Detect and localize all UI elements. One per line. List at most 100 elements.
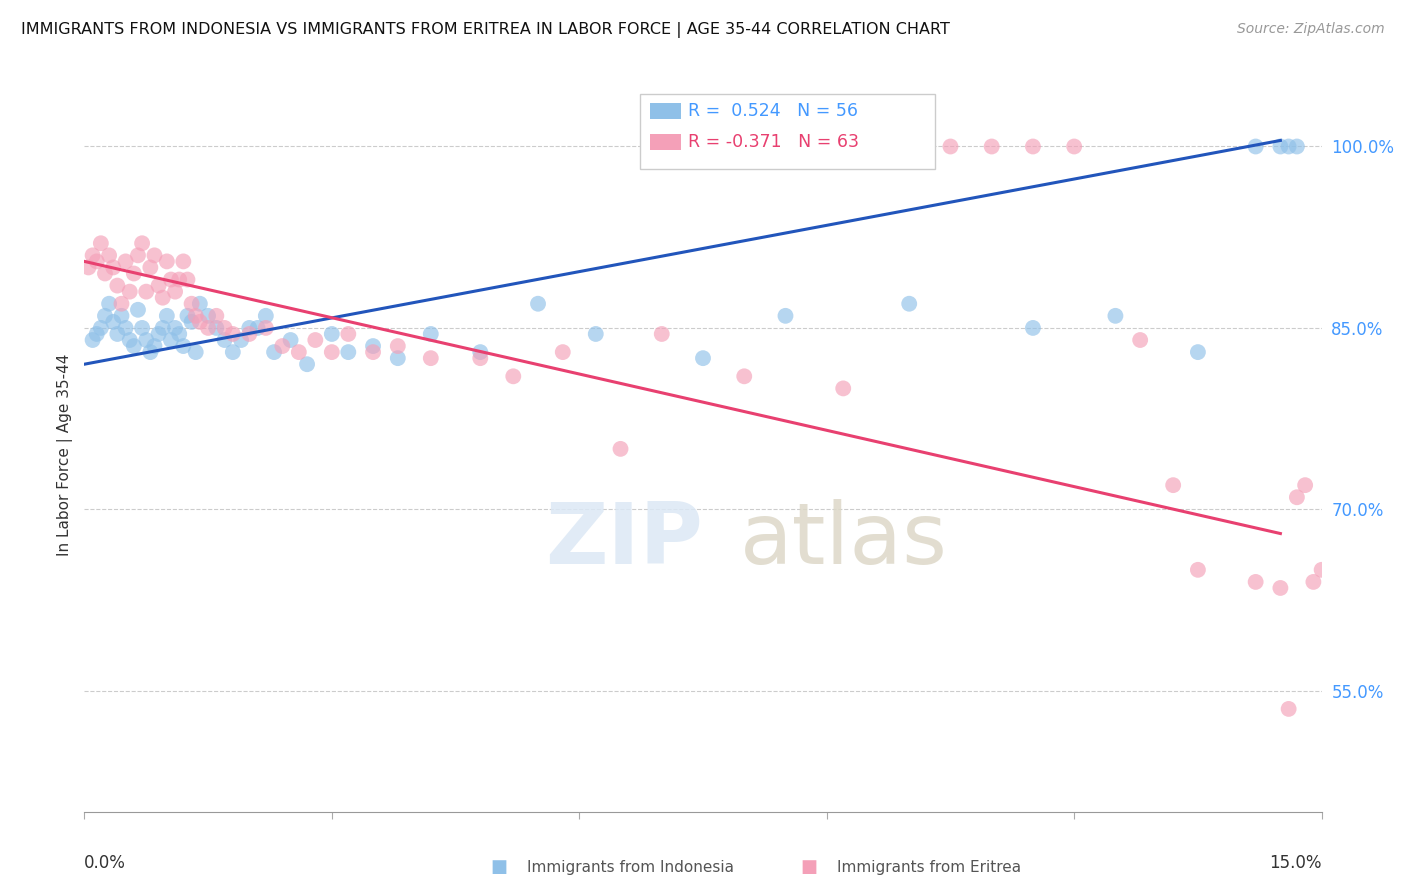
Text: 0.0%: 0.0% xyxy=(84,854,127,872)
Point xyxy=(337,326,360,341)
Point xyxy=(470,351,492,366)
Text: ■: ■ xyxy=(800,858,817,876)
Point xyxy=(188,297,211,311)
Point xyxy=(205,309,228,323)
Point xyxy=(90,236,112,251)
Point xyxy=(180,315,202,329)
Point xyxy=(156,309,179,323)
Point xyxy=(176,272,198,286)
Point xyxy=(127,248,149,262)
Point xyxy=(1244,574,1267,589)
Point xyxy=(127,302,149,317)
Point xyxy=(135,333,157,347)
Point xyxy=(214,333,236,347)
Point xyxy=(1161,478,1184,492)
Point xyxy=(651,326,673,341)
Point xyxy=(419,326,441,341)
Point xyxy=(939,139,962,153)
Point xyxy=(103,260,125,275)
Point xyxy=(139,345,162,359)
Point xyxy=(197,321,219,335)
Point xyxy=(1302,574,1324,589)
Point xyxy=(361,339,384,353)
Point xyxy=(1244,139,1267,153)
Point xyxy=(295,357,318,371)
Text: R =  0.524   N = 56: R = 0.524 N = 56 xyxy=(688,102,858,120)
Point xyxy=(90,321,112,335)
Point xyxy=(980,139,1002,153)
Point xyxy=(82,248,104,262)
Point xyxy=(1278,702,1301,716)
Text: IMMIGRANTS FROM INDONESIA VS IMMIGRANTS FROM ERITREA IN LABOR FORCE | AGE 35-44 : IMMIGRANTS FROM INDONESIA VS IMMIGRANTS … xyxy=(21,22,950,38)
Point xyxy=(222,326,245,341)
Point xyxy=(143,339,166,353)
Point xyxy=(775,309,797,323)
Point xyxy=(222,345,245,359)
Point xyxy=(86,254,108,268)
Point xyxy=(184,345,207,359)
Point xyxy=(122,267,145,281)
Point xyxy=(122,339,145,353)
Point xyxy=(527,297,550,311)
Point xyxy=(321,326,343,341)
Point xyxy=(86,326,108,341)
Point xyxy=(898,297,921,311)
Point xyxy=(692,351,714,366)
Y-axis label: In Labor Force | Age 35-44: In Labor Force | Age 35-44 xyxy=(58,354,73,556)
Point xyxy=(288,345,311,359)
Point xyxy=(551,345,574,359)
Text: R = -0.371   N = 63: R = -0.371 N = 63 xyxy=(688,133,859,151)
Point xyxy=(609,442,631,456)
Point xyxy=(1294,478,1316,492)
Text: Immigrants from Indonesia: Immigrants from Indonesia xyxy=(527,860,734,874)
Point xyxy=(1270,581,1292,595)
Point xyxy=(502,369,524,384)
Point xyxy=(1285,139,1308,153)
Point xyxy=(114,321,136,335)
Point xyxy=(172,339,194,353)
Point xyxy=(1104,309,1126,323)
Point xyxy=(152,291,174,305)
Point xyxy=(165,285,187,299)
Point xyxy=(254,309,277,323)
Point xyxy=(1187,345,1209,359)
Point xyxy=(238,326,260,341)
Point xyxy=(280,333,302,347)
Point xyxy=(229,333,252,347)
Point xyxy=(1022,139,1045,153)
Point xyxy=(165,321,187,335)
Point xyxy=(419,351,441,366)
Point xyxy=(176,309,198,323)
Text: ■: ■ xyxy=(491,858,508,876)
Point xyxy=(1063,139,1085,153)
Point xyxy=(205,321,228,335)
Point xyxy=(98,248,121,262)
Point xyxy=(110,297,132,311)
Point xyxy=(118,333,141,347)
Point xyxy=(172,254,194,268)
Point xyxy=(271,339,294,353)
Point xyxy=(1270,139,1292,153)
Point xyxy=(103,315,125,329)
Point xyxy=(184,309,207,323)
Point xyxy=(131,321,153,335)
Point xyxy=(114,254,136,268)
Point xyxy=(167,272,190,286)
Point xyxy=(246,321,269,335)
Point xyxy=(105,278,128,293)
Point xyxy=(167,326,190,341)
Point xyxy=(733,369,755,384)
Point xyxy=(361,345,384,359)
Point xyxy=(832,381,855,395)
Text: atlas: atlas xyxy=(740,499,948,582)
Point xyxy=(94,267,117,281)
Point xyxy=(156,254,179,268)
Point xyxy=(238,321,260,335)
Point xyxy=(585,326,607,341)
Text: Immigrants from Eritrea: Immigrants from Eritrea xyxy=(837,860,1021,874)
Point xyxy=(1310,563,1333,577)
Point xyxy=(263,345,285,359)
Point xyxy=(180,297,202,311)
Point xyxy=(254,321,277,335)
Point xyxy=(118,285,141,299)
